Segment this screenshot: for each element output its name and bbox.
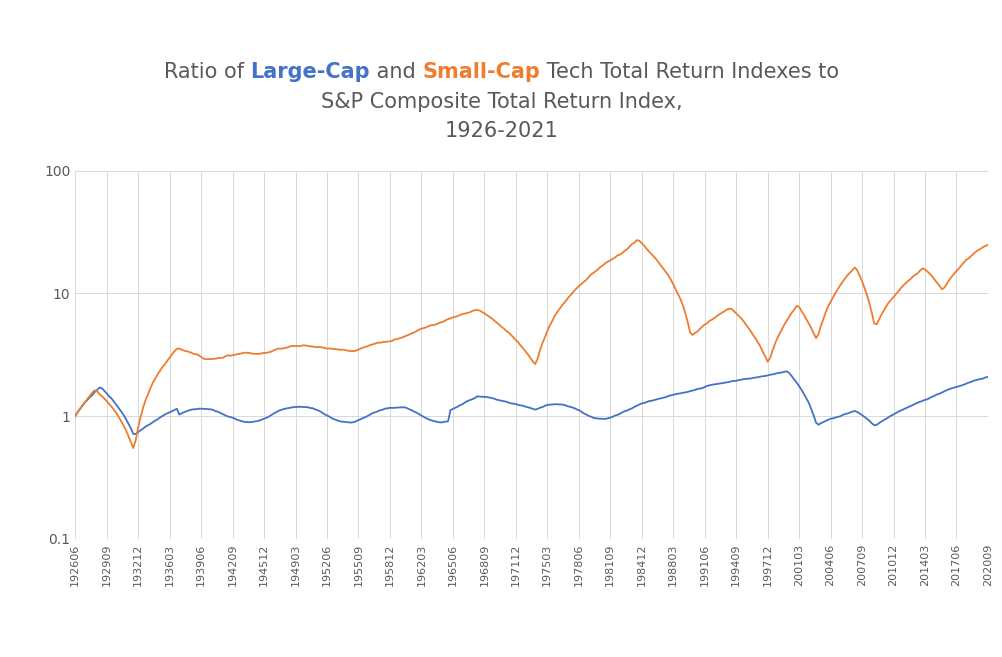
Text: S&P Composite Total Return Index,: S&P Composite Total Return Index,	[321, 92, 681, 112]
BusEq VW/SPxTR	[952, 382, 964, 390]
BusEq VW/SPxTR	[127, 430, 139, 438]
BusEq VW/SPxTR	[432, 419, 444, 426]
Line: BusEq EW/SPxTR: BusEq EW/SPxTR	[75, 240, 987, 448]
BusEq VW/SPxTR	[574, 407, 586, 415]
BusEq EW/SPxTR	[127, 444, 139, 452]
Text: Small-Cap: Small-Cap	[422, 62, 540, 82]
Line: BusEq VW/SPxTR: BusEq VW/SPxTR	[75, 371, 987, 434]
BusEq EW/SPxTR	[432, 319, 444, 327]
Text: and: and	[370, 62, 422, 82]
BusEq EW/SPxTR	[952, 265, 964, 273]
BusEq EW/SPxTR	[981, 240, 993, 248]
Text: Large-Cap: Large-Cap	[250, 62, 370, 82]
BusEq VW/SPxTR	[781, 367, 793, 375]
BusEq EW/SPxTR	[98, 394, 110, 402]
BusEq EW/SPxTR	[69, 412, 81, 420]
BusEq EW/SPxTR	[637, 242, 649, 250]
BusEq VW/SPxTR	[635, 399, 647, 407]
BusEq VW/SPxTR	[981, 373, 993, 381]
Text: Tech Total Return Indexes to: Tech Total Return Indexes to	[540, 62, 839, 82]
BusEq EW/SPxTR	[630, 236, 642, 244]
BusEq VW/SPxTR	[69, 412, 81, 420]
BusEq VW/SPxTR	[98, 387, 110, 395]
Text: 1926-2021: 1926-2021	[444, 122, 558, 141]
BusEq EW/SPxTR	[942, 276, 954, 284]
BusEq EW/SPxTR	[574, 281, 586, 288]
BusEq VW/SPxTR	[942, 385, 954, 393]
Text: Ratio of: Ratio of	[163, 62, 250, 82]
